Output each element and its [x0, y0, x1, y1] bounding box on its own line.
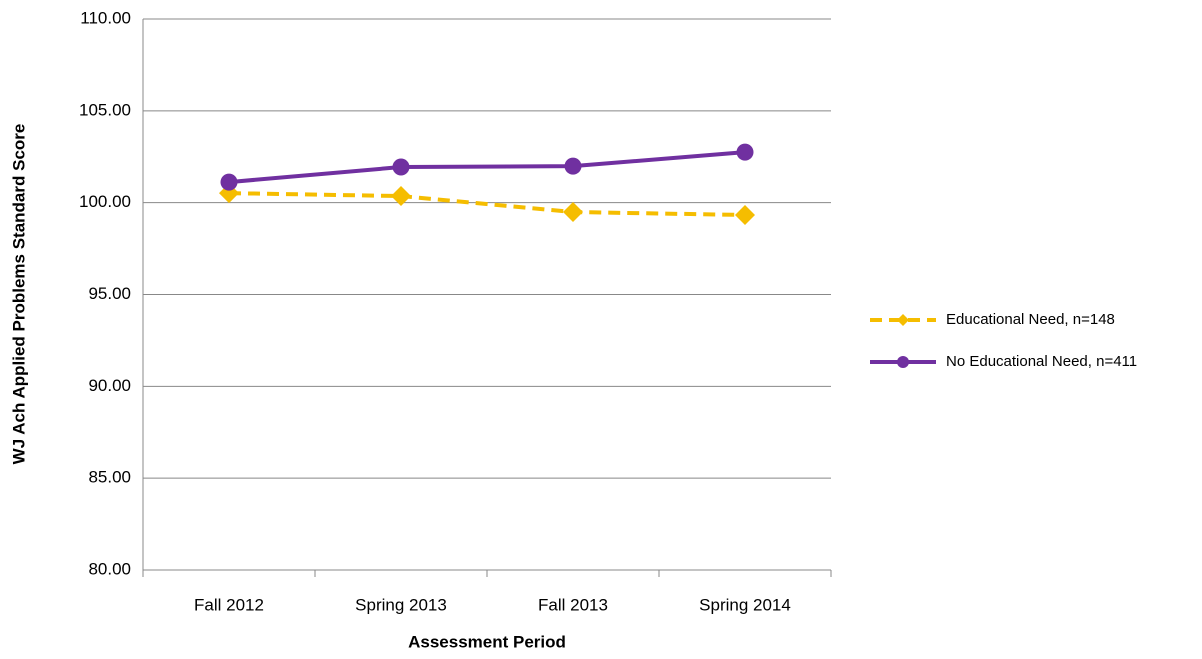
x-axis-title: Assessment Period [408, 632, 566, 651]
marker [736, 143, 754, 161]
marker [564, 157, 582, 175]
legend-label: No Educational Need, n=411 [946, 353, 1137, 370]
y-tick-label: 110.00 [80, 8, 131, 27]
series-line [228, 191, 746, 217]
series-line [228, 150, 746, 185]
y-tick-label: 90.00 [88, 376, 131, 395]
marker [220, 173, 238, 191]
y-tick-label: 85.00 [88, 468, 131, 487]
x-tick-label: Fall 2013 [538, 595, 608, 614]
marker [391, 186, 411, 207]
x-tick-label: Fall 2012 [194, 595, 264, 614]
y-tick-label: 100.00 [79, 192, 131, 211]
y-tick-label: 95.00 [88, 284, 131, 303]
y-tick-label: 105.00 [79, 100, 131, 119]
legend-label: Educational Need, n=148 [946, 311, 1115, 328]
marker [563, 202, 583, 223]
legend-marker [897, 356, 909, 368]
y-axis-title: WJ Ach Applied Problems Standard Score [9, 124, 28, 465]
marker [392, 158, 410, 176]
x-tick-label: Spring 2014 [699, 595, 791, 614]
marker [735, 204, 755, 225]
y-tick-label: 80.00 [88, 559, 131, 578]
legend-marker [897, 314, 909, 326]
x-tick-label: Spring 2013 [355, 595, 447, 614]
